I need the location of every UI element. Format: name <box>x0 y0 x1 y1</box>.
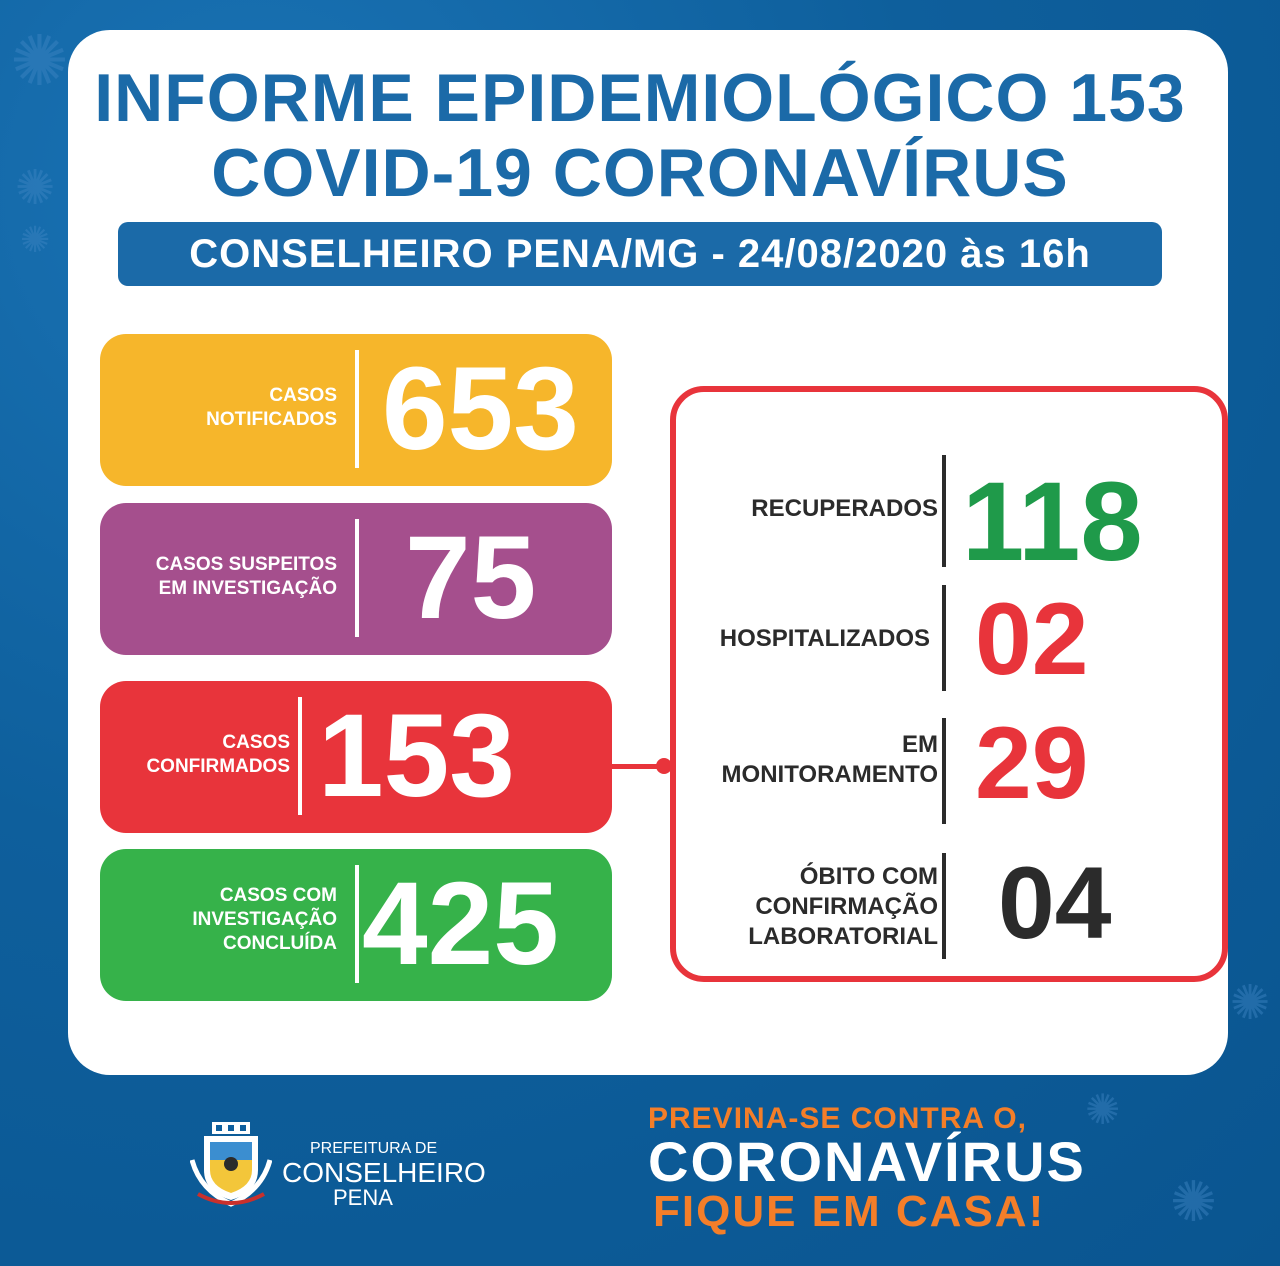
virus-icon: ✺ <box>1085 1085 1121 1134</box>
prefeitura-city-line2: PENA <box>333 1185 393 1210</box>
card-value: 653 <box>382 343 579 475</box>
virus-icon: ✺ <box>20 220 51 261</box>
virus-icon: ✺ <box>1170 1170 1217 1235</box>
slogan-line3: FIQUE EM CASA! <box>653 1187 1046 1236</box>
monitoramento-label: EM MONITORAMENTO <box>721 731 938 788</box>
recuperados-divider <box>942 455 946 567</box>
card-casos-suspeitos: CASOS SUSPEITOS EM INVESTIGAÇÃO 75 <box>100 503 612 655</box>
page-subtitle: COVID-19 CORONAVÍRUS <box>211 135 1069 211</box>
prefeitura-label: PREFEITURA DE <box>310 1140 438 1157</box>
card-label: CASOS NOTIFICADOS <box>206 385 337 430</box>
obito-value: 04 <box>998 846 1112 960</box>
slogan-line1: PREVINA-SE CONTRA O, <box>648 1102 1027 1135</box>
card-label: CASOS COM INVESTIGAÇÃO CONCLUÍDA <box>192 885 337 954</box>
monitoramento-value: 29 <box>975 706 1089 820</box>
virus-icon: ✺ <box>15 160 56 216</box>
card-label: CASOS CONFIRMADOS <box>146 732 290 777</box>
card-casos-notificados: CASOS NOTIFICADOS 653 <box>100 334 612 486</box>
hospitalizados-label: HOSPITALIZADOS <box>719 625 930 652</box>
recuperados-label: RECUPERADOS <box>751 495 938 522</box>
card-divider <box>355 865 359 983</box>
connector-line <box>612 764 672 769</box>
card-divider <box>355 350 359 468</box>
card-value: 75 <box>405 512 537 644</box>
prefeitura-coat-of-arms-icon <box>190 1122 272 1207</box>
page-title: INFORME EPIDEMIOLÓGICO 153 <box>94 60 1186 136</box>
obito-label: ÓBITO COM CONFIRMAÇÃO LABORATORIAL <box>748 863 938 950</box>
monitoramento-divider <box>942 718 946 824</box>
location-date-banner: CONSELHEIRO PENA/MG - 24/08/2020 às 16h <box>118 222 1162 286</box>
card-casos-concluidos: CASOS COM INVESTIGAÇÃO CONCLUÍDA 425 <box>100 849 612 1001</box>
confirmed-breakdown-box <box>670 386 1228 982</box>
slogan-line2: CORONAVÍRUS <box>648 1130 1086 1193</box>
card-casos-confirmados: CASOS CONFIRMADOS 153 <box>100 681 612 833</box>
connector-dot <box>656 758 672 774</box>
card-label: CASOS SUSPEITOS EM INVESTIGAÇÃO <box>155 554 337 599</box>
prefeitura-city-line1: CONSELHEIRO <box>282 1157 486 1188</box>
virus-icon: ✺ <box>10 20 69 102</box>
obito-divider <box>942 853 946 959</box>
card-divider <box>355 519 359 637</box>
hospitalizados-divider <box>942 585 946 691</box>
card-value: 153 <box>318 690 515 822</box>
card-value: 425 <box>362 858 559 990</box>
card-divider <box>298 697 302 815</box>
recuperados-value: 118 <box>962 459 1143 584</box>
hospitalizados-value: 02 <box>975 582 1089 696</box>
virus-icon: ✺ <box>1230 975 1271 1031</box>
